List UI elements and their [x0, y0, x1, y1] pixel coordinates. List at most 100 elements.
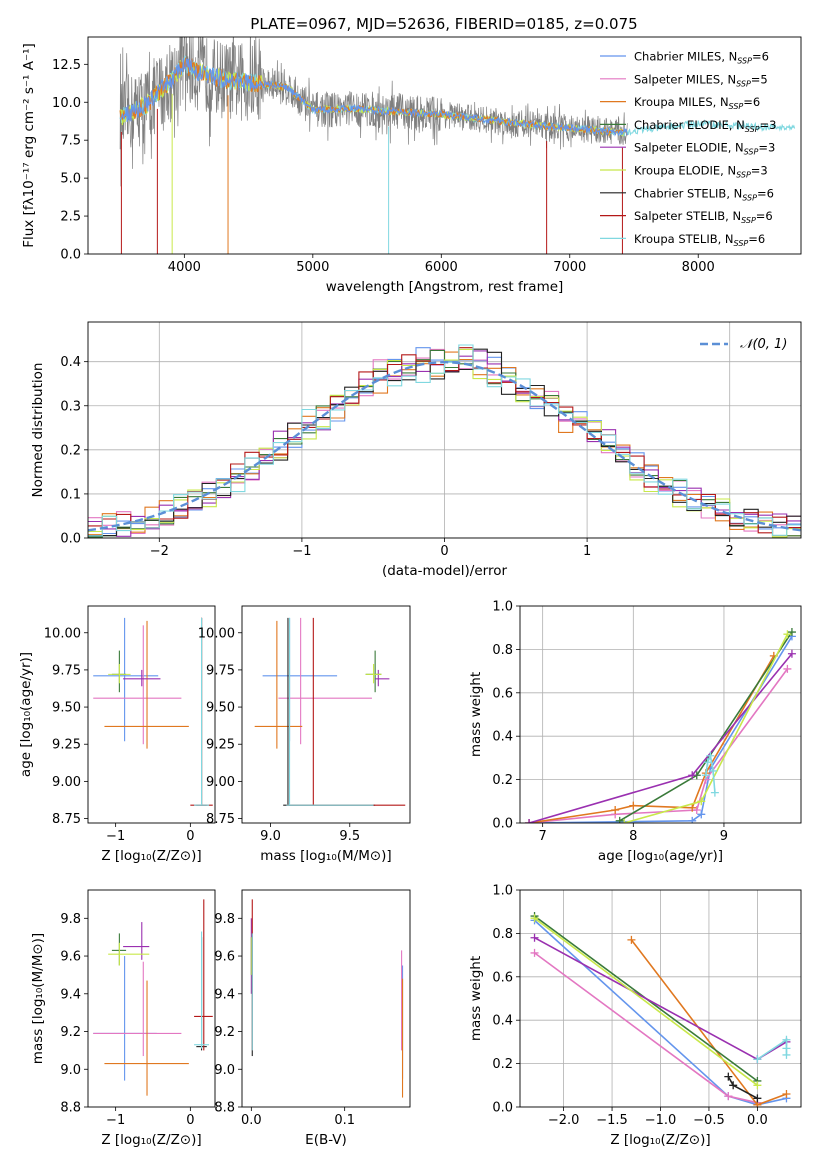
x-tick-label: 7 [539, 829, 547, 844]
y-tick-label: 0.4 [492, 730, 513, 745]
weight-marker-kroupa_elodie [783, 630, 792, 639]
y-tick-label: 2.5 [60, 210, 81, 225]
y-axis-label: mass weight [468, 956, 484, 1041]
legend-subscript: SSP [736, 79, 751, 88]
weight-line-chabrier_miles [529, 635, 793, 823]
y-tick-label: 5.0 [60, 172, 81, 187]
y-tick-label: 0.4 [492, 1014, 513, 1029]
weight-marker-kroupa_miles [782, 1089, 791, 1098]
y-axis-label: age [log₁₀(age/yr)] [18, 652, 34, 777]
x-tick-label: 5000 [296, 260, 329, 275]
panel-residuals: −2 −1 0 1 2 0.0 0.1 0.2 0.3 0.4 (data-model)/error… [30, 321, 802, 579]
legend-entry: Kroupa MILES, NSSP=6 [634, 95, 760, 111]
x-tick-label: 0 [186, 829, 194, 844]
x-tick-label: 4000 [168, 260, 201, 275]
y-tick-label: 9.75 [52, 663, 81, 678]
weight-marker-salpeter_miles [783, 664, 792, 673]
y-tick-label: 1.0 [492, 884, 513, 899]
plot-area [119, 37, 796, 254]
legend-count: =6 [748, 232, 765, 246]
x-tick-label: 0 [440, 544, 448, 559]
plot-area [93, 617, 213, 806]
legend-count: =6 [757, 186, 774, 200]
weight-marker-kroupa_elodie [530, 914, 539, 923]
legend-label: Chabrier MILES, N [634, 50, 737, 64]
x-tick-label: −0.5 [693, 1113, 725, 1128]
legend-count: =6 [743, 95, 760, 109]
weight-line-kroupa_miles [528, 655, 775, 823]
legend-subscript: SSP [745, 125, 760, 134]
y-tick-label: 0.3 [60, 399, 81, 414]
plot-area [520, 890, 801, 1107]
x-axis-label: wavelength [Angstrom, rest frame] [326, 279, 564, 295]
y-tick-label: 9.6 [214, 950, 235, 965]
y-tick-label: 9.2 [214, 1025, 235, 1040]
x-axis-label: mass [log₁₀(M/M⊙)] [260, 848, 391, 864]
x-tick-label: 9 [720, 829, 728, 844]
weight-marker-chabrier_stelib [753, 1094, 762, 1103]
legend-entry: Salpeter ELODIE, NSSP=3 [634, 141, 775, 157]
weight-marker-chabrier_elodie [615, 816, 624, 823]
weight-marker-kroupa_stelib [701, 771, 710, 780]
x-tick-label: 8 [629, 829, 637, 844]
x-tick-label: 8000 [682, 260, 715, 275]
weight-line-kroupa_stelib [756, 1038, 788, 1060]
y-axis-label: mass [log₁₀(M/M⊙)] [30, 933, 46, 1064]
y-tick-label: 9.4 [60, 987, 81, 1002]
weight-marker-salpeter_elodie [787, 649, 796, 658]
weight-marker-salpeter_miles [530, 948, 539, 957]
legend-entry: Chabrier STELIB, NSSP=6 [634, 186, 774, 202]
weight-marker-kroupa_elodie [620, 819, 629, 823]
observed-spectrum [119, 37, 628, 187]
y-tick-label: 8.8 [214, 1101, 235, 1116]
y-tick-label: 0.0 [60, 532, 81, 547]
plot-area [93, 899, 213, 1096]
plot-area [520, 606, 801, 823]
legend-count: =6 [756, 209, 773, 223]
panel-weight-vs-metallicity: −2.0 −1.5 −1.0 −0.5 0.0 0.0 0.2 0.4 0.6 0.8 1.0 Z [… [468, 884, 802, 1148]
x-axis-label: E(B-V) [305, 1132, 347, 1148]
y-tick-label: 9.50 [206, 701, 235, 716]
axes-frame [241, 889, 411, 1108]
weight-marker-kroupa_stelib [709, 766, 718, 775]
plot-area [88, 322, 801, 538]
y-tick-label: 10.00 [198, 626, 235, 641]
legend-entry: 𝒩(0, 1) [740, 337, 787, 352]
y-tick-label: 0.2 [60, 443, 81, 458]
legend-subscript: SSP [736, 171, 751, 180]
y-tick-label: 0.4 [60, 355, 81, 370]
legend-label: Chabrier STELIB, N [634, 186, 742, 200]
weight-marker-kroupa_stelib [782, 1050, 791, 1059]
x-tick-label: 1 [583, 544, 591, 559]
weight-marker-chabrier_stelib [724, 1072, 733, 1081]
legend-count: =3 [760, 118, 777, 132]
panel-weight-vs-age: 7 8 9 0.0 0.2 0.4 0.6 0.8 1.0 age [log₁₀(age/yr)]… [468, 600, 802, 864]
x-tick-label: 9.5 [339, 829, 360, 844]
weight-marker-kroupa_elodie [697, 797, 706, 806]
legend-entry: Chabrier ELODIE, NSSP=3 [634, 118, 776, 134]
y-tick-label: 1.0 [492, 600, 513, 615]
weight-line-salpeter_miles [534, 952, 758, 1104]
weight-marker-kroupa_stelib [782, 1035, 791, 1044]
weight-marker-salpeter_elodie [525, 819, 534, 823]
weight-marker-chabrier_stelib [729, 1081, 738, 1090]
axes-frame [241, 605, 411, 824]
weight-line-kroupa_elodie [534, 917, 758, 1086]
legend-label: Kroupa MILES, N [634, 95, 729, 109]
y-tick-label: 0.8 [492, 643, 513, 658]
y-tick-label: 9.00 [206, 775, 235, 790]
x-tick-label: −1 [106, 1113, 125, 1128]
y-axis-label: Flux [fλ10⁻¹⁷ erg cm⁻² s⁻¹ A⁻¹] [21, 43, 37, 248]
y-tick-label: 0.8 [492, 927, 513, 942]
x-tick-label: 0.0 [747, 1113, 768, 1128]
weight-marker-kroupa_miles [629, 801, 638, 810]
y-tick-label: 10.00 [44, 626, 81, 641]
x-axis-label: (data-model)/error [382, 563, 508, 579]
y-tick-label: 9.2 [60, 1025, 81, 1040]
y-tick-label: 0.6 [492, 686, 513, 701]
plot-area [254, 617, 406, 806]
legend-count: =3 [751, 164, 768, 178]
x-tick-label: −2 [150, 544, 169, 559]
panel-mass-vs-extinction: 0.0 0.1 8.8 9.0 9.2 9.4 9.6 9.8 E(B-V) [214, 889, 411, 1148]
